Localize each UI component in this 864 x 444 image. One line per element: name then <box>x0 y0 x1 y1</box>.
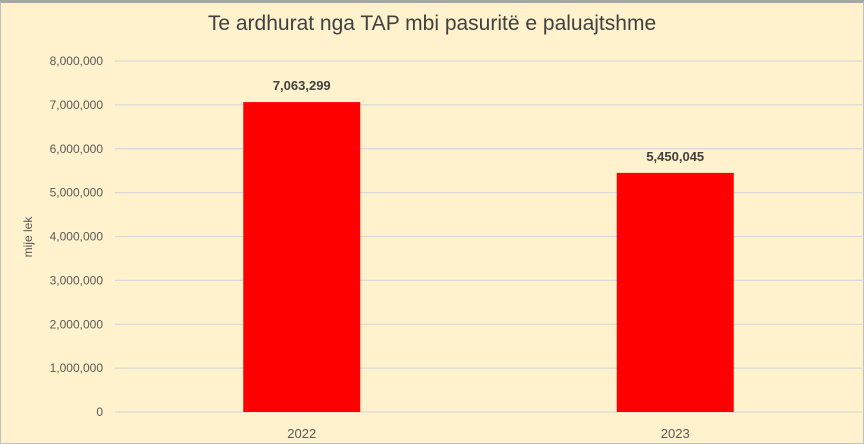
data-label: 5,450,045 <box>646 149 704 164</box>
y-tick-label: 2,000,000 <box>50 317 104 331</box>
y-tick-label: 4,000,000 <box>50 230 104 244</box>
y-tick-label: 8,000,000 <box>50 54 104 68</box>
y-axis-label: mije lek <box>21 216 35 258</box>
x-tick-label: 2023 <box>661 426 690 441</box>
chart-title: Te ardhurat nga TAP mbi pasuritë e palua… <box>207 12 657 35</box>
y-tick-label: 6,000,000 <box>50 142 104 156</box>
x-tick-label: 2022 <box>287 426 316 441</box>
y-tick-label: 5,000,000 <box>50 186 104 200</box>
bar-2022 <box>243 102 361 413</box>
y-tick-label: 7,000,000 <box>50 98 104 112</box>
y-tick-label: 0 <box>96 405 103 419</box>
y-tick-label: 1,000,000 <box>50 361 104 375</box>
y-tick-label: 3,000,000 <box>50 273 104 287</box>
bar-2023 <box>616 172 734 412</box>
data-label: 7,063,299 <box>273 78 331 93</box>
